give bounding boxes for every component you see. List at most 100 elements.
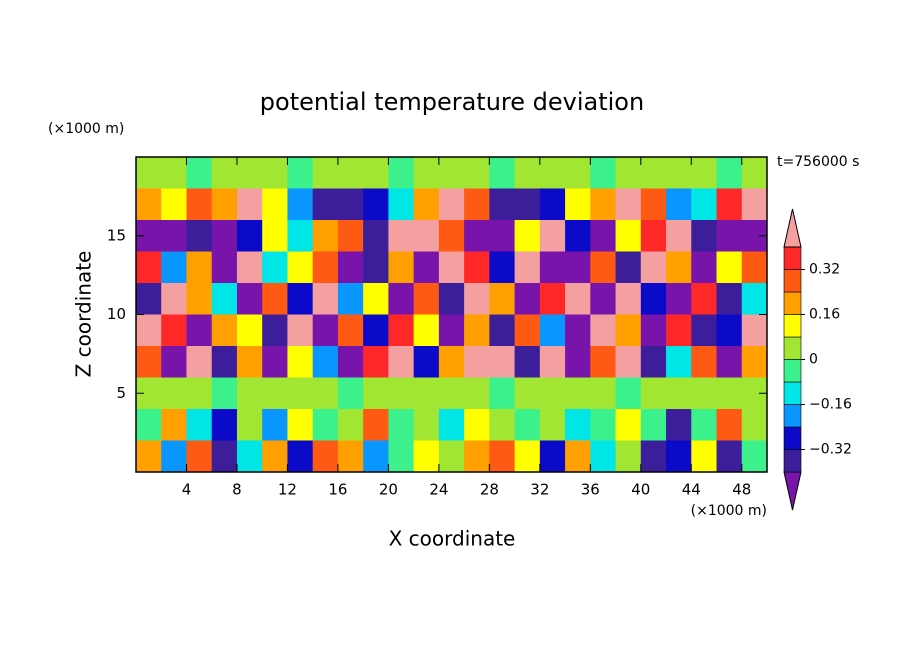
contour-cell xyxy=(337,377,364,410)
contour-cell xyxy=(691,283,718,315)
contour-cell xyxy=(590,314,617,347)
contour-cell xyxy=(565,409,591,441)
contour-cell xyxy=(236,409,263,441)
contour-cell xyxy=(691,157,718,189)
contour-cell xyxy=(640,220,667,252)
contour-cell xyxy=(186,157,213,189)
colorbar-box xyxy=(783,336,802,360)
contour-cell xyxy=(363,283,389,315)
contour-cell xyxy=(287,283,314,315)
x-tick-label: 28 xyxy=(480,481,499,499)
contour-cell xyxy=(691,314,718,347)
contour-cell xyxy=(262,220,288,252)
contour-cell xyxy=(615,251,642,284)
contour-cell xyxy=(211,409,238,441)
contour-cell xyxy=(464,314,490,347)
contour-cell xyxy=(590,251,617,284)
contour-cell xyxy=(489,409,516,441)
contour-cell xyxy=(413,346,440,378)
contour-cell xyxy=(211,283,238,315)
contour-cell xyxy=(287,409,314,441)
contour-cell xyxy=(186,314,213,347)
contour-cell xyxy=(287,346,314,378)
contour-cell xyxy=(388,220,415,252)
contour-cell xyxy=(565,377,591,410)
contour-cell xyxy=(388,440,415,473)
x-tick-label: 8 xyxy=(232,481,242,499)
colorbar-tick-label: 0.32 xyxy=(809,262,840,278)
contour-cell xyxy=(565,346,591,378)
contour-cell xyxy=(716,377,743,410)
contour-cell xyxy=(464,251,490,284)
contour-cell xyxy=(464,409,490,441)
contour-cell xyxy=(287,157,314,189)
contour-cell xyxy=(236,314,263,347)
x-unit: (×1000 m) xyxy=(691,503,767,519)
contour-cell xyxy=(287,251,314,284)
contour-cell xyxy=(186,283,213,315)
contour-cell xyxy=(489,188,516,221)
contour-cell xyxy=(640,251,667,284)
contour-cell xyxy=(514,440,541,473)
contour-cell xyxy=(312,188,339,221)
x-tick-label: 40 xyxy=(631,481,650,499)
contour-cell xyxy=(211,377,238,410)
colorbar-tick-label: −0.16 xyxy=(809,397,852,413)
contour-cell xyxy=(312,157,339,189)
contour-cell xyxy=(211,440,238,473)
contour-cell xyxy=(287,314,314,347)
x-tick-label: 20 xyxy=(379,481,398,499)
contour-cell xyxy=(363,377,389,410)
colorbar-extension-high xyxy=(783,208,802,248)
colorbar-box xyxy=(783,381,802,405)
contour-field xyxy=(136,157,768,473)
contour-cell xyxy=(640,188,667,221)
contour-cell xyxy=(691,440,718,473)
contour-cell xyxy=(514,314,541,347)
contour-cell xyxy=(514,283,541,315)
contour-cell xyxy=(438,440,465,473)
contour-cell xyxy=(615,314,642,347)
contour-cell xyxy=(464,188,490,221)
contour-cell xyxy=(337,409,364,441)
contour-cell xyxy=(236,157,263,189)
contour-cell xyxy=(666,283,692,315)
contour-cell xyxy=(539,377,566,410)
contour-cell xyxy=(716,220,743,252)
contour-cell xyxy=(438,251,465,284)
contour-cell xyxy=(691,377,718,410)
colorbar-tick-label: −0.32 xyxy=(809,442,852,458)
contour-cell xyxy=(388,188,415,221)
contour-cell xyxy=(136,157,162,189)
y-axis-label: Z coordinate xyxy=(72,251,96,378)
contour-cell xyxy=(565,157,591,189)
contour-cell xyxy=(489,251,516,284)
contour-cell xyxy=(262,440,288,473)
contour-cell xyxy=(539,314,566,347)
contour-cell xyxy=(741,409,768,441)
contour-cell xyxy=(438,283,465,315)
contour-cell xyxy=(716,409,743,441)
contour-cell xyxy=(161,220,187,252)
contour-cell xyxy=(413,188,440,221)
contour-cell xyxy=(640,346,667,378)
contour-cell xyxy=(438,157,465,189)
contour-cell xyxy=(186,346,213,378)
contour-cell xyxy=(565,188,591,221)
contour-cell xyxy=(136,251,162,284)
contour-cell xyxy=(691,409,718,441)
contour-cell xyxy=(262,251,288,284)
contour-cell xyxy=(640,377,667,410)
contour-cell xyxy=(464,440,490,473)
contour-cell xyxy=(312,346,339,378)
contour-cell xyxy=(388,314,415,347)
x-tick-label: 36 xyxy=(581,481,600,499)
contour-cell xyxy=(640,314,667,347)
contour-cell xyxy=(514,377,541,410)
contour-cell xyxy=(438,220,465,252)
contour-cell xyxy=(464,346,490,378)
contour-cell xyxy=(186,188,213,221)
contour-cell xyxy=(236,346,263,378)
contour-cell xyxy=(539,346,566,378)
contour-cell xyxy=(489,220,516,252)
